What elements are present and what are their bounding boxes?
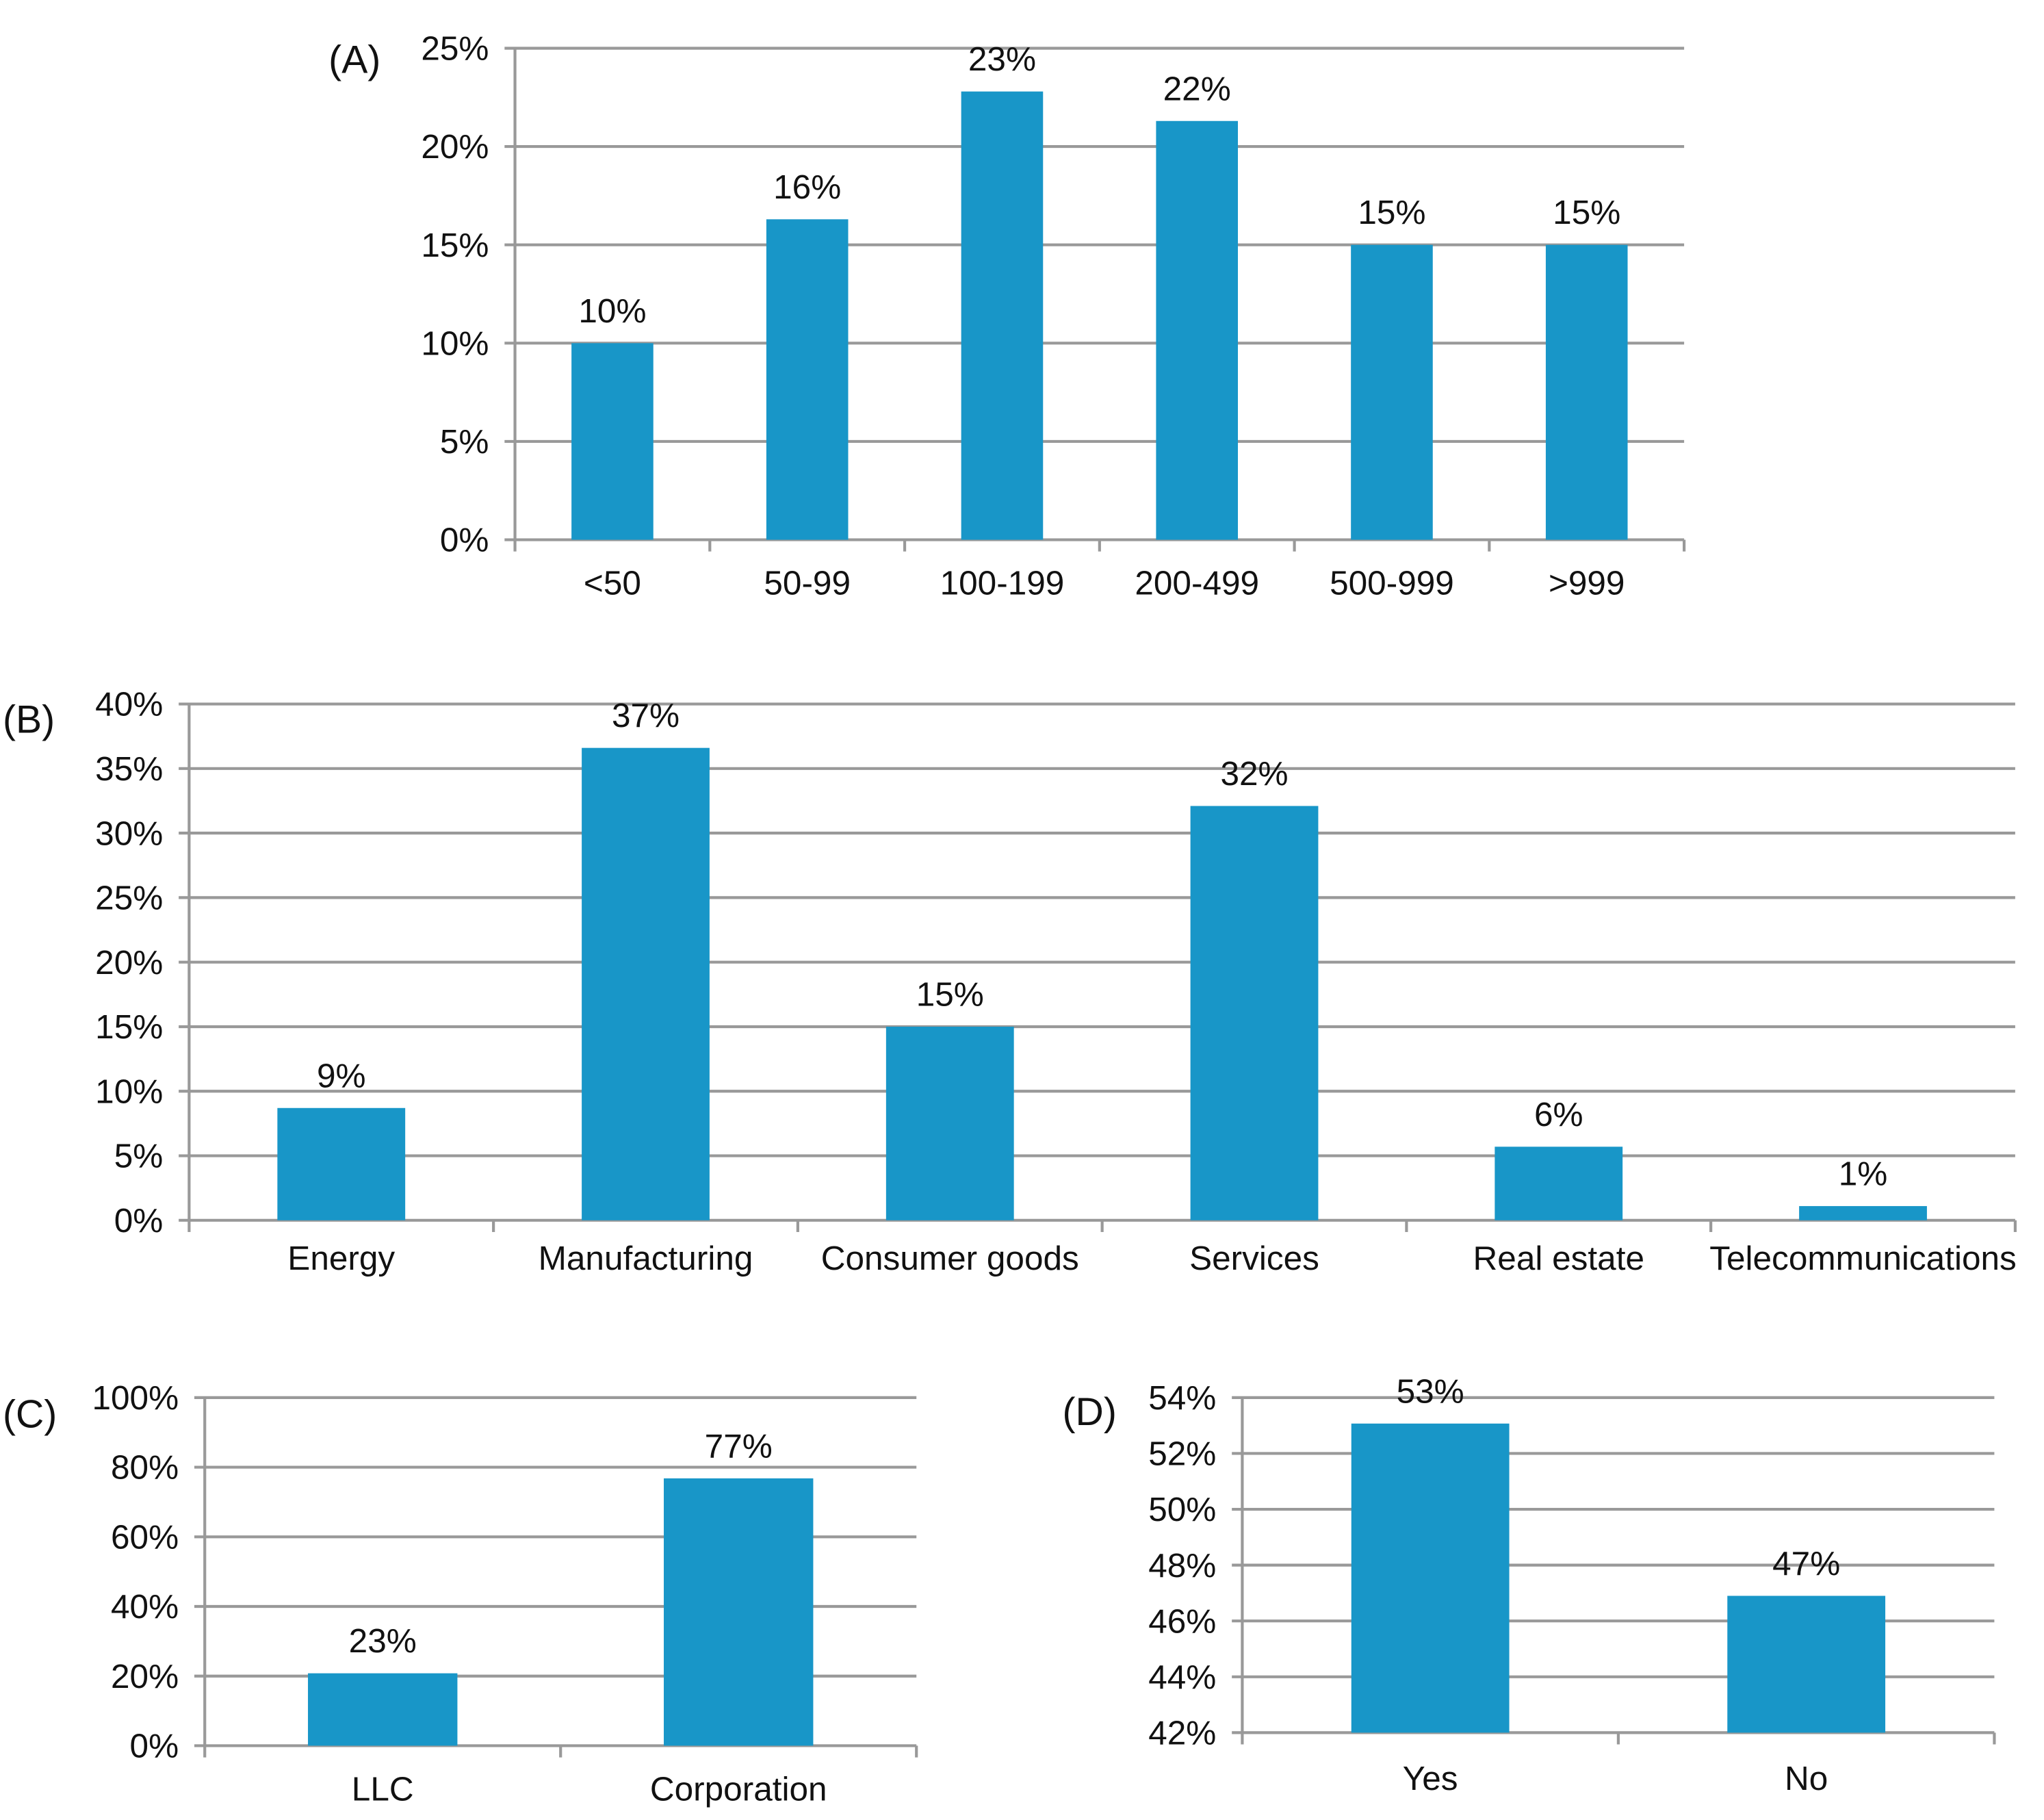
y-tick-label: 25% [421,30,489,68]
data-label: 16% [773,168,841,206]
y-tick-label: 50% [1148,1491,1216,1528]
data-label: 10% [578,292,646,330]
y-tick-label: 20% [95,944,163,982]
data-label: 23% [968,40,1036,78]
x-tick-label: Real estate [1473,1240,1644,1277]
y-tick-label: 0% [114,1202,164,1240]
x-tick-label: LLC [352,1770,414,1808]
x-tick-label: Manufacturing [539,1240,753,1277]
data-label: 6% [1534,1096,1583,1133]
y-tick-label: 44% [1148,1658,1216,1696]
panel-label: (D) [1063,1390,1117,1434]
x-tick-label: 500-999 [1330,565,1454,602]
data-label: 23% [349,1622,417,1660]
panel-label: (C) [3,1393,57,1437]
bar [961,91,1044,540]
y-tick-label: 60% [111,1518,179,1556]
panel-label: (B) [3,697,55,741]
bar [277,1107,406,1220]
bar [766,219,849,540]
y-tick-label: 42% [1148,1715,1216,1752]
x-tick-label: <50 [584,565,641,602]
data-label: 47% [1772,1545,1840,1582]
y-tick-label: 30% [95,815,163,852]
x-tick-label: No [1785,1760,1828,1797]
y-tick-label: 5% [114,1138,164,1175]
bar [664,1478,814,1746]
data-label: 15% [1553,194,1620,231]
bar [1727,1595,1886,1733]
chart-a-employees: (A) 0% 5% 10% 15% 20% 25% 10% <50 16% 50-99 23% 100-… [328,30,1686,602]
bar [1545,244,1628,540]
y-tick-label: 40% [95,686,163,723]
y-tick-label: 46% [1148,1602,1216,1640]
data-label: 37% [612,697,680,734]
y-tick-label: 48% [1148,1547,1216,1585]
chart-c-legal-form: (C) 0% 20% 40% 60% 80% 100% 23% LLC 77% Corporatio… [3,1379,918,1808]
y-tick-label: 10% [95,1073,163,1110]
data-label: 22% [1163,70,1231,107]
y-tick-label: 15% [95,1008,163,1046]
x-tick-label: Services [1189,1240,1319,1277]
y-tick-label: 54% [1148,1379,1216,1417]
data-label: 15% [1358,194,1425,231]
y-tick-label: 10% [421,324,489,362]
x-tick-label: Yes [1403,1760,1458,1797]
panel-label: (A) [328,38,380,82]
y-tick-label: 100% [92,1379,179,1417]
y-tick-label: 0% [130,1728,179,1765]
bar [1190,806,1319,1220]
chart-b-industry: (B) 0% 5% 10% 15% 20% 25% 30% 35% 40% 9% Energy 37% M… [3,686,2017,1277]
chart-d-yes-no: (D) 42% 44% 46% 48% 50% 52% 54% 53% Yes 47% No [1063,1372,1996,1797]
x-tick-label: Energy [287,1240,395,1277]
data-label: 15% [916,975,984,1013]
bar [1351,1423,1510,1733]
bar [1156,120,1239,540]
y-tick-label: 20% [421,128,489,166]
y-tick-label: 15% [421,227,489,264]
y-tick-label: 0% [440,522,489,559]
x-tick-label: 100-199 [940,565,1065,602]
y-tick-label: 80% [111,1449,179,1487]
bar [885,1026,1014,1220]
x-tick-label: Corporation [650,1770,827,1808]
data-label: 53% [1397,1372,1464,1410]
data-label: 32% [1220,755,1288,793]
bar [582,747,710,1220]
x-tick-label: 200-499 [1135,565,1259,602]
x-tick-label: >999 [1549,565,1625,602]
bar [308,1673,458,1746]
y-tick-label: 52% [1148,1435,1216,1473]
x-tick-label: 50-99 [764,565,851,602]
y-tick-label: 5% [440,423,489,461]
data-label: 9% [317,1057,366,1094]
x-tick-label: Telecommunications [1709,1240,2017,1277]
data-label: 1% [1839,1155,1888,1193]
bar [1495,1146,1623,1220]
x-tick-label: Consumer goods [821,1240,1079,1277]
bar [1799,1206,1927,1220]
bar [1351,244,1433,540]
y-tick-label: 20% [111,1658,179,1695]
data-label: 77% [705,1427,773,1465]
y-tick-label: 35% [95,750,163,788]
bar [571,343,654,540]
y-tick-label: 40% [111,1588,179,1626]
y-tick-label: 25% [95,880,163,917]
